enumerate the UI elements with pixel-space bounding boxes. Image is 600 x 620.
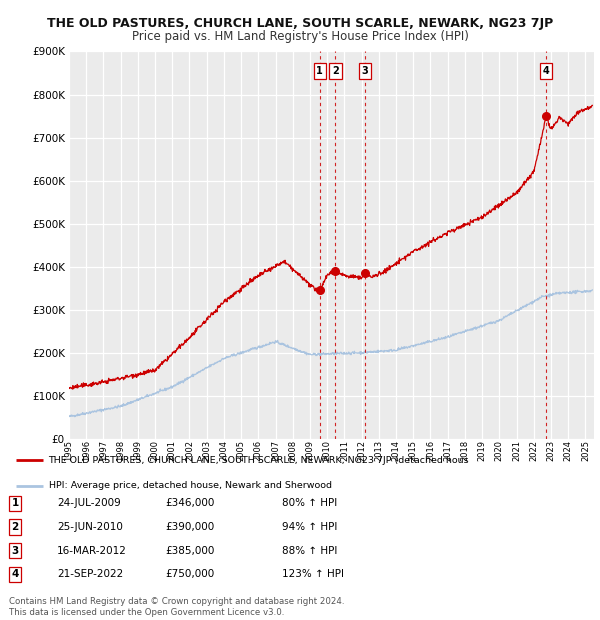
Text: 2: 2: [332, 66, 339, 76]
Text: 80% ↑ HPI: 80% ↑ HPI: [282, 498, 337, 508]
Text: 88% ↑ HPI: 88% ↑ HPI: [282, 546, 337, 556]
Text: £346,000: £346,000: [165, 498, 214, 508]
Text: THE OLD PASTURES, CHURCH LANE, SOUTH SCARLE, NEWARK, NG23 7JP (detached hous: THE OLD PASTURES, CHURCH LANE, SOUTH SCA…: [49, 456, 469, 464]
Text: 4: 4: [11, 569, 19, 579]
Text: 3: 3: [11, 546, 19, 556]
Text: 3: 3: [362, 66, 368, 76]
Text: 123% ↑ HPI: 123% ↑ HPI: [282, 569, 344, 579]
Text: 1: 1: [316, 66, 323, 76]
Text: 25-JUN-2010: 25-JUN-2010: [57, 522, 123, 532]
Text: £750,000: £750,000: [165, 569, 214, 579]
Text: £385,000: £385,000: [165, 546, 214, 556]
Text: Contains HM Land Registry data © Crown copyright and database right 2024.
This d: Contains HM Land Registry data © Crown c…: [9, 598, 344, 617]
Text: 16-MAR-2012: 16-MAR-2012: [57, 546, 127, 556]
Text: 2: 2: [11, 522, 19, 532]
Text: THE OLD PASTURES, CHURCH LANE, SOUTH SCARLE, NEWARK, NG23 7JP: THE OLD PASTURES, CHURCH LANE, SOUTH SCA…: [47, 17, 553, 30]
Text: 21-SEP-2022: 21-SEP-2022: [57, 569, 123, 579]
Text: 1: 1: [11, 498, 19, 508]
Text: HPI: Average price, detached house, Newark and Sherwood: HPI: Average price, detached house, Newa…: [49, 481, 332, 490]
Text: 24-JUL-2009: 24-JUL-2009: [57, 498, 121, 508]
Text: £390,000: £390,000: [165, 522, 214, 532]
Text: Price paid vs. HM Land Registry's House Price Index (HPI): Price paid vs. HM Land Registry's House …: [131, 30, 469, 43]
Text: 94% ↑ HPI: 94% ↑ HPI: [282, 522, 337, 532]
Text: 4: 4: [543, 66, 550, 76]
